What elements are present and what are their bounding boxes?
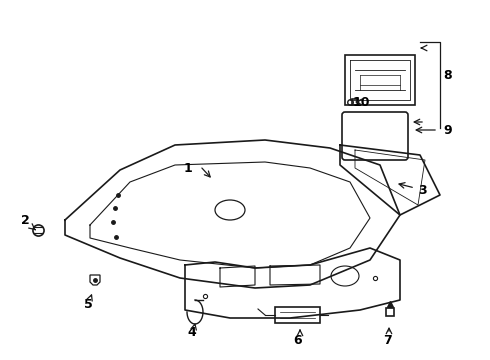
- Text: 4: 4: [188, 325, 196, 338]
- Text: 3: 3: [418, 184, 427, 197]
- Text: 6: 6: [294, 333, 302, 346]
- Text: 10: 10: [352, 95, 370, 108]
- Text: 5: 5: [84, 297, 93, 310]
- Text: 7: 7: [384, 333, 392, 346]
- Text: 9: 9: [443, 123, 452, 136]
- Text: 8: 8: [443, 68, 452, 81]
- Text: 1: 1: [184, 162, 193, 175]
- Text: 2: 2: [21, 213, 29, 226]
